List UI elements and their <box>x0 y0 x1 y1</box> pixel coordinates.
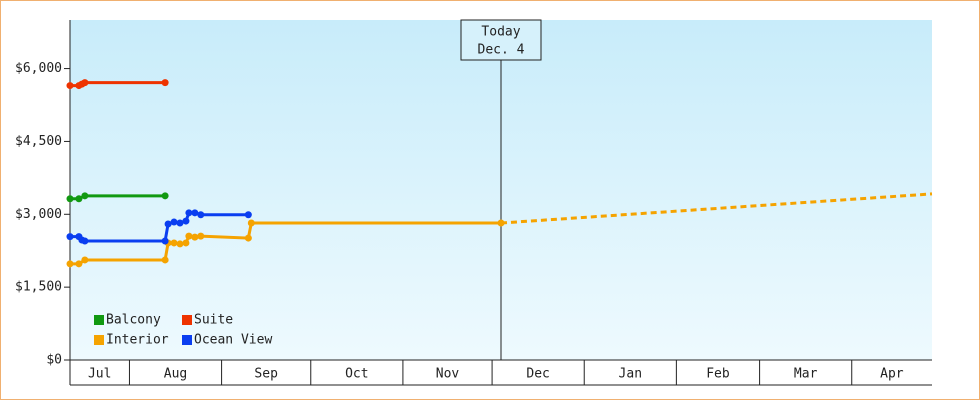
legend-swatch <box>94 335 104 345</box>
data-point <box>185 209 193 217</box>
today-label: Dec. 4 <box>478 43 525 58</box>
data-point <box>81 256 89 264</box>
legend-label: Balcony <box>106 313 161 328</box>
data-point <box>81 192 89 200</box>
data-point <box>244 211 252 219</box>
y-tick-label: $6,000 <box>15 61 62 76</box>
data-point <box>66 82 74 90</box>
x-tick-label: Apr <box>880 367 904 382</box>
y-tick-label: $0 <box>46 353 62 368</box>
legend-swatch <box>182 335 192 345</box>
data-point <box>75 195 83 203</box>
series-line <box>500 192 933 225</box>
data-point <box>182 239 190 247</box>
today-label: Today <box>481 25 520 40</box>
data-point <box>81 79 89 87</box>
data-point <box>197 211 205 219</box>
data-point <box>81 237 89 245</box>
data-point <box>176 219 184 227</box>
data-point <box>182 217 190 225</box>
data-point <box>244 234 252 242</box>
legend-label: Ocean View <box>194 333 272 348</box>
data-point <box>161 79 169 87</box>
data-point <box>161 256 169 264</box>
x-tick-label: Aug <box>164 367 187 382</box>
legend-swatch <box>94 315 104 325</box>
data-point <box>191 233 199 241</box>
today-box <box>460 19 542 61</box>
y-tick-label: $3,000 <box>15 207 62 222</box>
data-point <box>176 240 184 248</box>
data-point <box>161 237 169 245</box>
x-tick-label: Nov <box>436 367 460 382</box>
data-point <box>161 192 169 200</box>
data-point <box>191 209 199 217</box>
x-tick-label: Feb <box>706 367 730 382</box>
data-point <box>75 260 83 268</box>
data-point <box>185 232 193 240</box>
data-point <box>66 233 74 241</box>
x-tick-label: Jul <box>88 367 111 382</box>
x-tick-label: Mar <box>794 367 818 382</box>
legend-label: Interior <box>106 333 169 348</box>
legend-label: Suite <box>194 313 233 328</box>
data-point <box>170 218 178 226</box>
data-point <box>66 195 74 203</box>
x-tick-label: Dec <box>526 367 549 382</box>
x-tick-label: Sep <box>254 367 278 382</box>
y-tick-label: $4,500 <box>15 134 62 149</box>
data-point <box>164 220 172 228</box>
legend-swatch <box>182 315 192 325</box>
x-tick-label: Oct <box>345 367 368 382</box>
data-point <box>170 239 178 247</box>
data-point <box>66 260 74 268</box>
data-point <box>197 232 205 240</box>
data-point <box>247 219 255 227</box>
y-tick-label: $1,500 <box>15 280 62 295</box>
x-tick-label: Jan <box>619 367 642 382</box>
